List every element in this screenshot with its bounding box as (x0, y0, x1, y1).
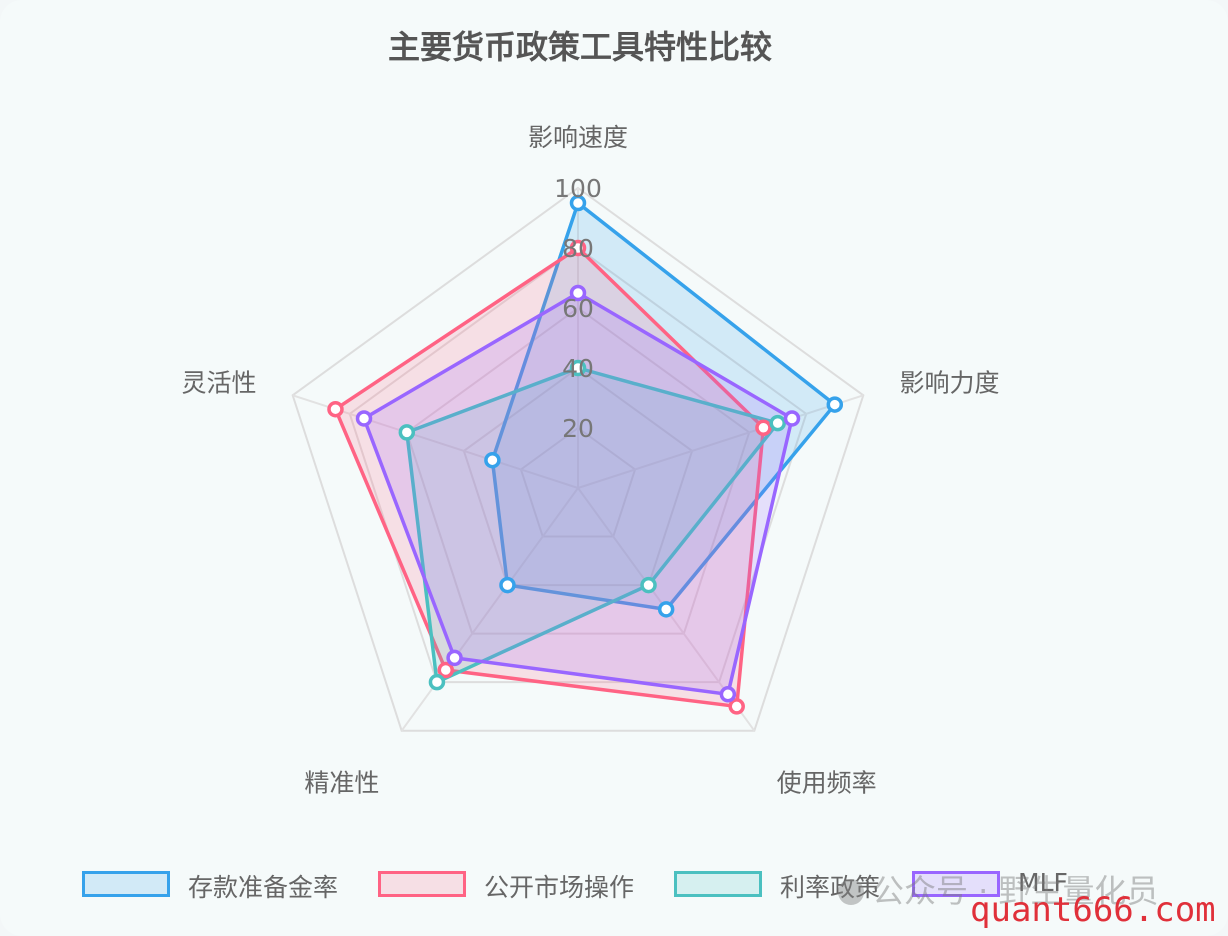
wechat-icon (838, 879, 864, 905)
grid-ring-80 (348, 246, 808, 684)
series-1-point-4 (327, 400, 344, 418)
legend-label: MLF (1018, 868, 1068, 897)
series-0-point-3 (499, 576, 516, 594)
legend-label: 存款准备金率 (188, 873, 339, 902)
legend-swatch (912, 871, 1000, 897)
series-3-point-1 (783, 410, 801, 427)
legend-label: 公开市场操作 (484, 873, 635, 902)
series-area-3 (362, 291, 794, 697)
axis-label-0: 影响速度 (528, 123, 628, 152)
grid-ring-40 (462, 366, 694, 587)
series-area-0 (490, 201, 837, 612)
legend-label: 利率政策 (780, 873, 881, 902)
radar-ticks: 20 40 60 80 100 (554, 174, 602, 443)
watermark-account: 公众号 · 野生量化员 (838, 866, 1159, 912)
series-2-point-0 (569, 359, 587, 377)
watermark-site: quant666.com (970, 890, 1216, 930)
series-0-point-0 (569, 194, 587, 212)
series-area-1 (333, 246, 766, 709)
grid-ring-100 (291, 186, 865, 732)
series-2-point-1 (769, 414, 786, 432)
tick-label-40: 40 (562, 354, 594, 383)
series-3-point-2 (719, 686, 737, 703)
axis-label-4: 灵活性 (182, 369, 257, 398)
axis-label-1: 影响力度 (899, 369, 999, 398)
chart-title: 主要货币政策工具特性比较 (387, 28, 772, 66)
axis-label-3: 精准性 (304, 768, 379, 797)
series-1-point-2 (728, 698, 745, 715)
series-1-point-0 (569, 239, 587, 257)
axis-line-3 (400, 487, 579, 732)
series-0-point-4 (484, 451, 501, 469)
series-area-2 (405, 366, 780, 684)
axis-label-2: 使用频率 (777, 768, 877, 797)
tick-label-80: 80 (562, 234, 594, 263)
grid-ring-20 (519, 426, 637, 538)
series-1-point-3 (437, 661, 454, 679)
tick-label-20: 20 (562, 414, 594, 443)
series-2-point-4 (398, 424, 416, 441)
tick-label-100: 100 (554, 174, 602, 203)
series-3-point-0 (569, 284, 587, 302)
series-2-point-3 (428, 673, 446, 691)
legend-swatch (82, 871, 170, 897)
series-3-point-3 (446, 649, 463, 667)
legend-swatch (378, 871, 466, 897)
legend: 存款准备金率 公开市场操作 利率政策 MLF (0, 866, 1228, 906)
legend-swatch (674, 871, 762, 897)
series-0-point-2 (657, 601, 675, 618)
tick-label-60: 60 (562, 294, 594, 323)
series-0-point-1 (826, 396, 844, 413)
grid-ring-60 (405, 306, 751, 635)
radar-series (327, 194, 844, 715)
series-1-point-1 (755, 419, 772, 436)
series-2-point-2 (640, 576, 657, 594)
axis-line-1 (577, 394, 864, 489)
series-3-point-4 (355, 410, 373, 427)
watermark-account-text: 公众号 · 野生量化员 (872, 872, 1159, 910)
